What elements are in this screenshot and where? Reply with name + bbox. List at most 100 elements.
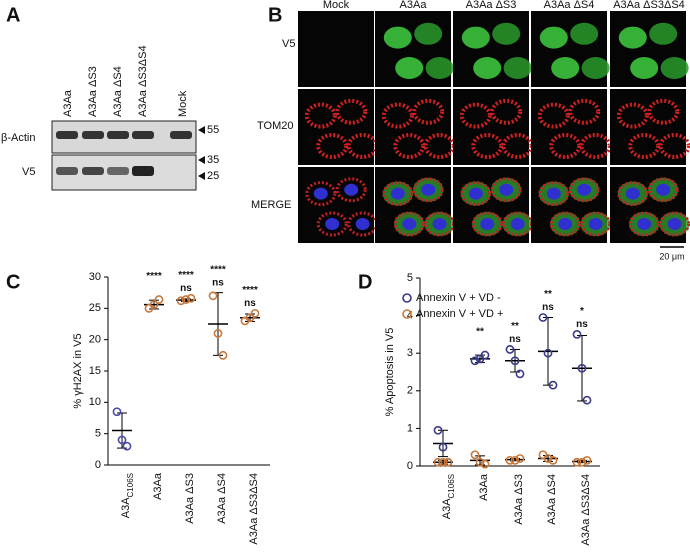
x-tick-subscript: C106S [126,473,135,497]
cell [473,57,502,79]
data-point [438,442,448,452]
data-point [577,457,587,467]
cell [658,133,690,159]
data-point [480,459,490,469]
data-point [186,293,196,303]
data-point [433,457,443,467]
data-point [245,313,255,323]
cell [335,98,368,125]
cell [471,211,503,237]
data-point [538,450,548,460]
cell [568,98,601,125]
data-point [505,345,515,354]
x-tick-label: A3AC106S [120,473,135,518]
micrograph [610,89,686,165]
column-label: A3Aa [400,0,428,11]
cell [647,98,680,125]
cell [539,26,568,49]
nucleus [402,218,417,230]
lane-label: A3Aa ΔS4 [112,66,124,117]
scale-label: 20 μm [659,251,684,261]
cell [647,177,679,203]
cell [503,57,532,79]
data-point [208,291,218,301]
y-tick-label: 20 [89,334,101,346]
cell [649,22,678,45]
marker-label: 55 [207,124,219,136]
x-tick-label: A3Aa ΔS3 [184,473,196,524]
row-label: β-Actin [1,132,35,144]
nucleus [577,183,592,196]
nucleus [637,218,652,230]
cell [412,98,445,125]
nucleus [667,218,682,230]
column-label: A3Aa ΔS4 [544,0,595,11]
significance-label: * [580,306,584,317]
marker-label: 35 [207,154,219,166]
data-point [433,425,443,435]
cell [471,133,504,159]
data-point [572,457,582,467]
data-point [548,455,558,465]
micrograph [531,89,607,165]
data-point [515,454,525,463]
panel-letter: A [6,4,20,26]
cell [460,181,492,207]
data-point [438,457,448,467]
data-point [213,328,223,338]
nucleus [480,218,495,230]
nucleus [558,218,573,230]
data-point [480,350,490,360]
cell [568,177,600,203]
cell [412,177,444,203]
micrograph [375,89,451,165]
significance-label: ns [244,298,256,309]
data-point [176,296,186,306]
data-point [572,329,582,339]
data-point [250,308,260,318]
cell [549,133,582,159]
x-tick-label: A3Aa ΔS4 [216,473,228,524]
data-point [122,441,132,451]
micrograph [298,11,374,87]
cell [490,98,523,125]
y-tick-label: 25 [89,302,101,314]
cell [538,181,570,207]
x-tick-label: A3Aa ΔS4 [546,474,558,525]
data-point [470,450,480,460]
data-point [577,363,587,373]
column-label: Mock [323,0,350,11]
significance-label: ns [509,334,521,345]
y-tick-label: 3 [407,347,413,359]
panel-letter: D [358,271,372,293]
data-point [475,457,485,467]
cell [316,133,349,159]
cell [659,211,690,237]
panel-letter: C [6,271,20,293]
lane-label: A3Aa ΔS3ΔS4 [137,45,149,117]
nucleus [468,187,483,200]
significance-label: ns [542,302,554,313]
data-point [117,435,127,445]
cell [617,181,649,207]
x-tick-label: A3Aa ΔS3ΔS4 [248,473,260,545]
nucleus [313,187,328,200]
significance-label: ** [476,327,484,338]
y-tick-label: 30 [89,271,101,283]
data-point [543,454,553,463]
cell [393,211,425,237]
x-tick-subscript: C106S [447,474,456,498]
micrograph [453,89,529,165]
data-point [510,455,520,465]
data-point [505,455,515,465]
cell [570,22,599,45]
nucleus [546,187,561,200]
nucleus [344,183,359,196]
data-point [144,303,154,313]
nucleus [390,187,405,200]
data-point [582,455,592,465]
significance-label: ns [180,283,192,294]
legend-marker [402,293,412,303]
row-label: V5 [22,166,35,178]
